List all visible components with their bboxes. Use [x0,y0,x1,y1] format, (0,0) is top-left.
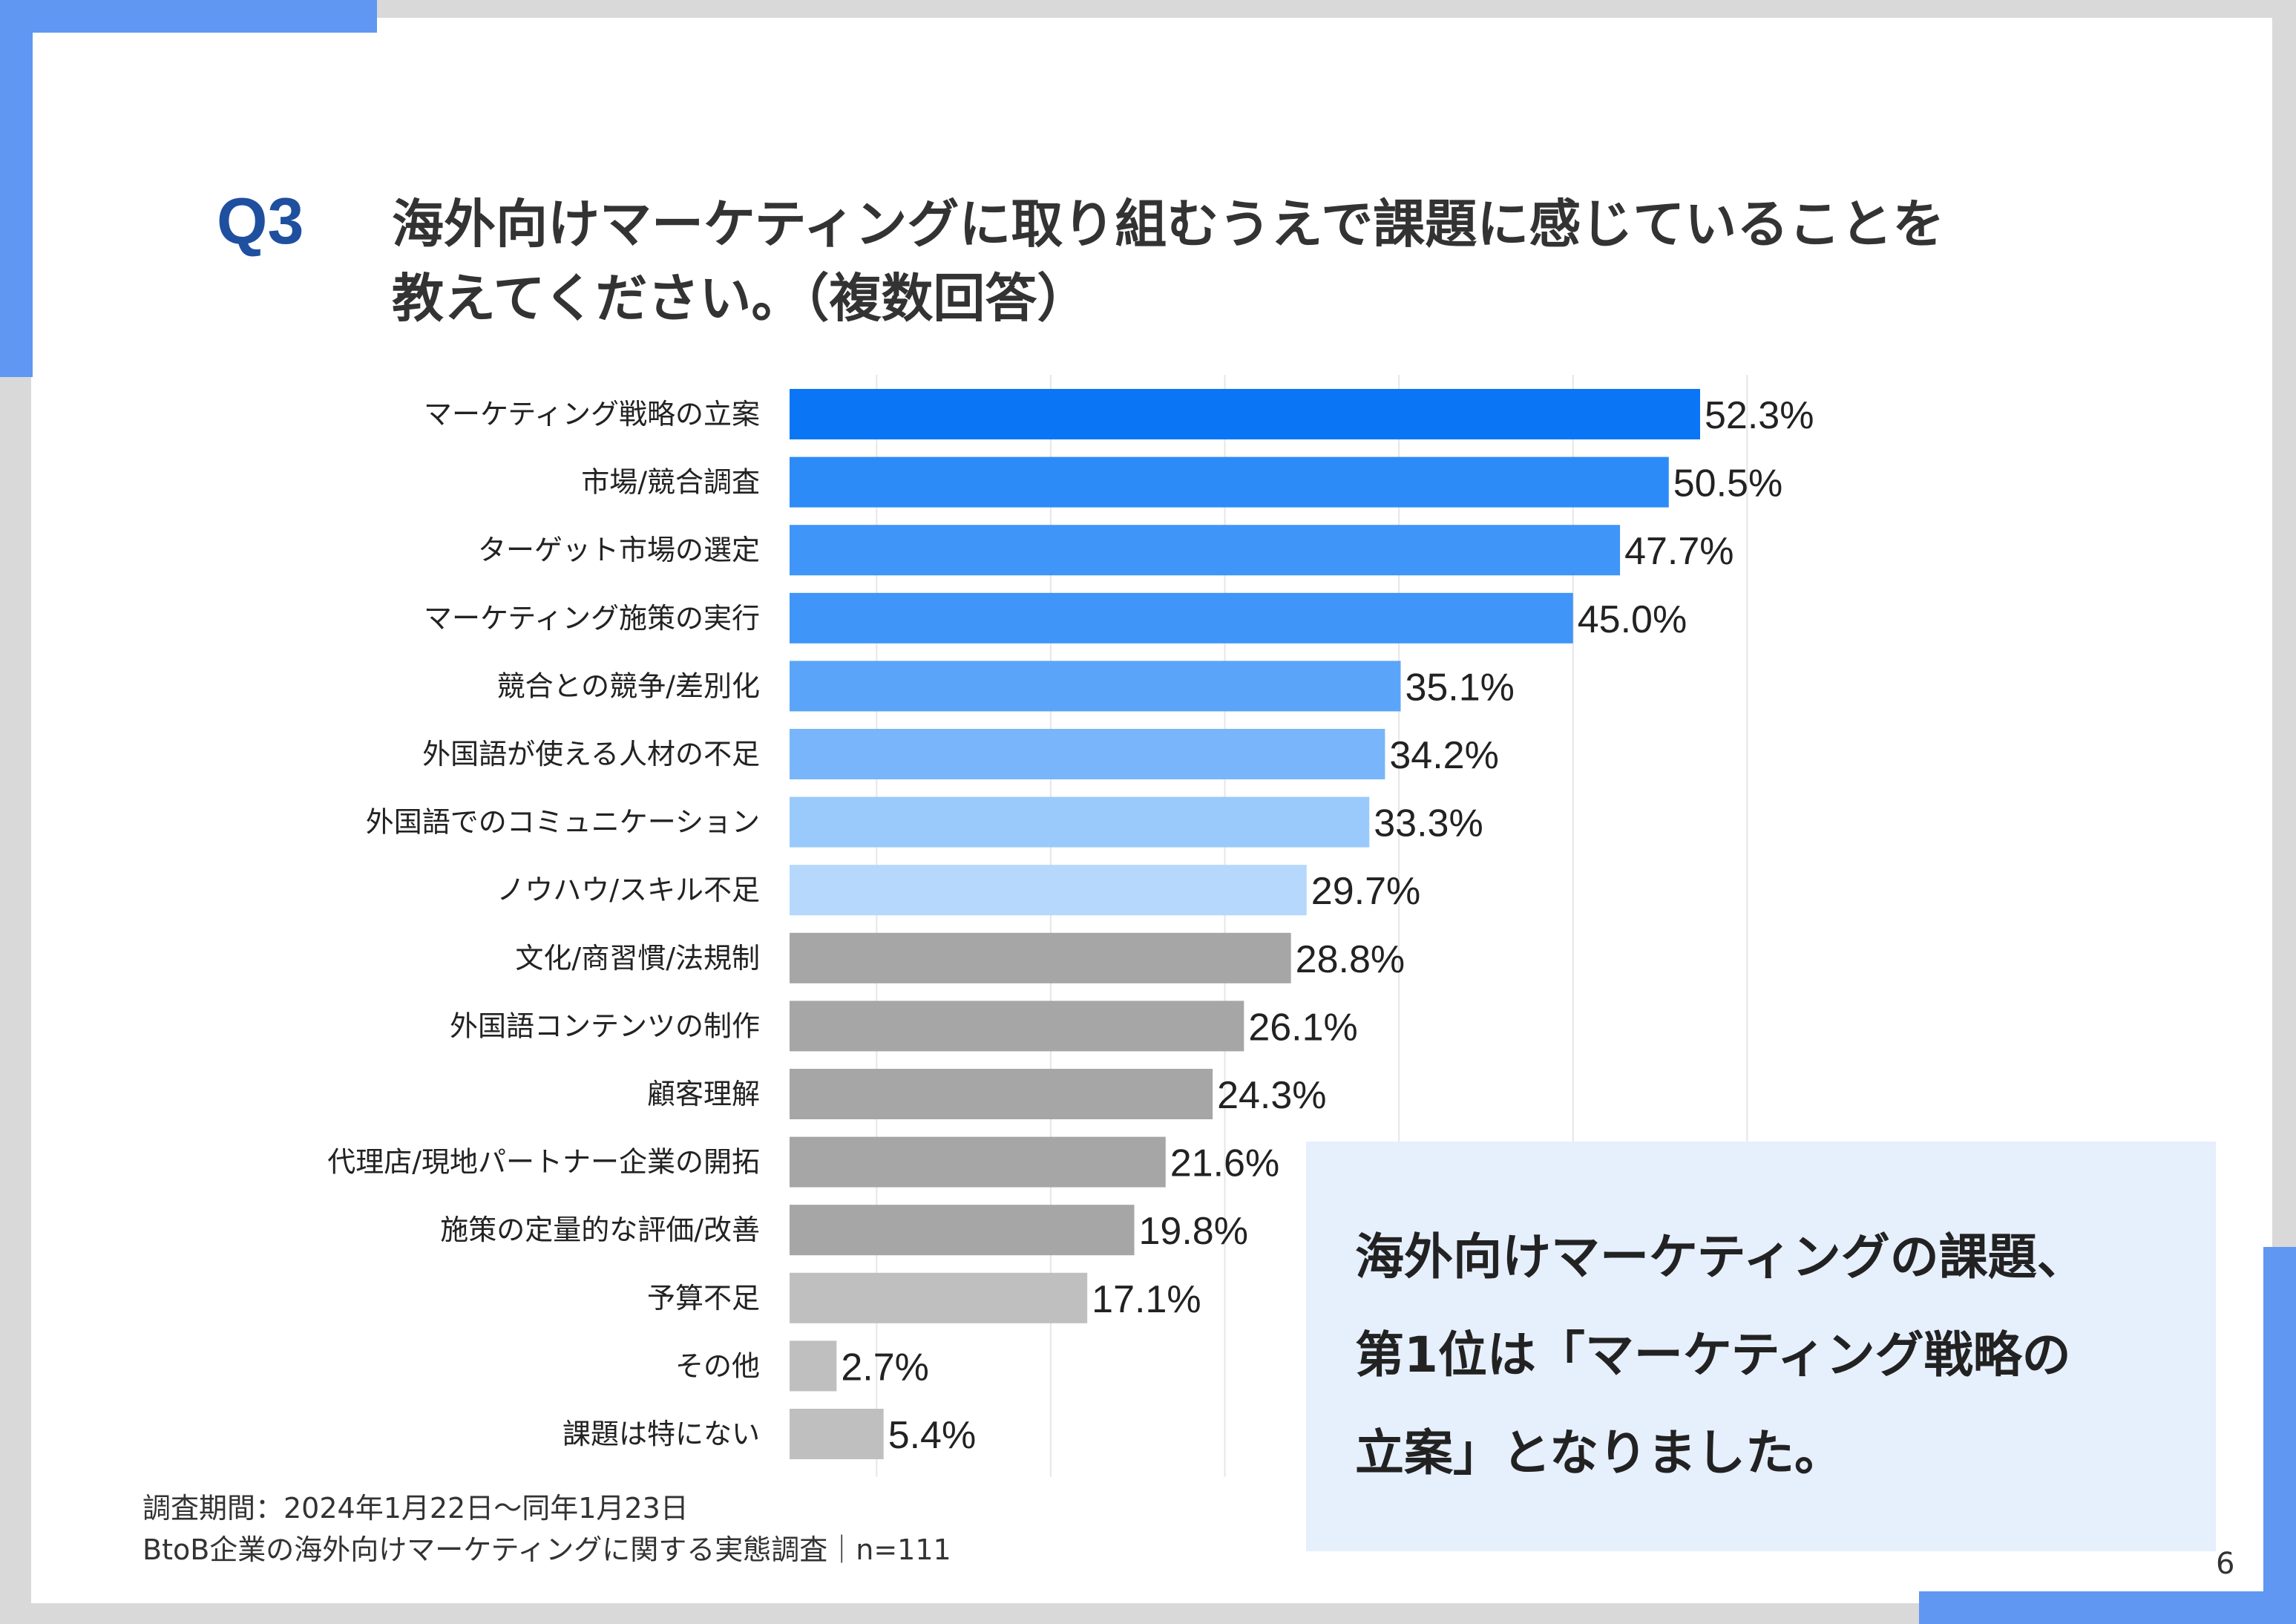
survey-period: 調査期間：2024年1月22日〜同年1月23日 [142,1492,689,1525]
value-label: 5.4% [888,1414,977,1457]
value-label: 17.1% [1092,1278,1201,1321]
bar [790,1409,884,1459]
value-label: 50.5% [1673,462,1782,505]
bar [790,1069,1213,1119]
value-label: 26.1% [1248,1006,1357,1049]
bar [790,456,1669,508]
survey-source: BtoB企業の海外向けマーケティングに関する実態調査｜n=111 [142,1533,951,1566]
bar [790,932,1291,983]
category-label: 顧客理解 [647,1078,760,1110]
value-label: 47.7% [1624,530,1734,573]
category-label: 競合との競争/差別化 [497,669,760,702]
summary-callout: 海外向けマーケティングの課題、 第1位は「マーケティング戦略の 立案」となりまし… [1306,1142,2216,1551]
value-label: 19.8% [1139,1210,1248,1253]
bar [790,525,1621,576]
category-label: 予算不足 [647,1282,760,1314]
question-number: Q3 [217,184,304,258]
category-label: ターゲット市場の選定 [478,534,760,566]
category-label: その他 [675,1349,760,1382]
value-label: 33.3% [1374,802,1483,845]
value-label: 29.7% [1311,870,1420,913]
category-label: 外国語でのコミュニケーション [366,806,760,839]
bar [790,592,1573,644]
bar [790,661,1401,712]
category-label: 外国語が使える人材の不足 [422,738,760,770]
category-label: 施策の定量的な評価/改善 [440,1214,760,1246]
value-label: 28.8% [1296,938,1405,981]
bar [790,729,1385,779]
bar [790,796,1370,848]
category-label: 市場/競合調査 [581,466,760,499]
corner-accent-bottom-right-vertical [2263,1247,2296,1624]
value-label: 35.1% [1405,666,1514,709]
value-label: 21.6% [1170,1142,1279,1185]
category-label: マーケティング施策の実行 [424,602,760,635]
corner-accent-top-left-vertical [0,0,33,377]
category-label: 外国語コンテンツの制作 [450,1009,760,1042]
page-number: 6 [2216,1547,2235,1581]
value-label: 24.3% [1217,1074,1326,1117]
value-label: 52.3% [1705,394,1814,437]
value-label: 2.7% [841,1346,929,1389]
bar [790,865,1307,916]
bar [790,389,1700,439]
bar [790,1272,1088,1323]
category-label: 代理店/現地パートナー企業の開拓 [327,1146,760,1179]
summary-callout-text: 海外向けマーケティングの課題、 第1位は「マーケティング戦略の 立案」となりまし… [1355,1228,2086,1481]
bar [790,1001,1244,1052]
bar [790,1136,1166,1188]
category-label: マーケティング戦略の立案 [424,398,760,430]
category-label: 課題は特にない [562,1418,760,1450]
corner-accent-top-left [0,0,377,33]
category-label: ノウハウ/スキル不足 [496,874,760,906]
survey-footnote: 調査期間：2024年1月22日〜同年1月23日 BtoB企業の海外向けマーケティ… [142,1487,951,1571]
question-title: 海外向けマーケティングに取り組むうえで課題に感じていることを 教えてください。（… [392,194,1945,329]
value-label: 34.2% [1389,734,1498,777]
category-label: 文化/商習慣/法規制 [515,942,760,975]
bar [790,1340,837,1392]
corner-accent-bottom-right [1919,1591,2296,1624]
bar [790,1205,1135,1256]
value-label: 45.0% [1578,598,1687,641]
